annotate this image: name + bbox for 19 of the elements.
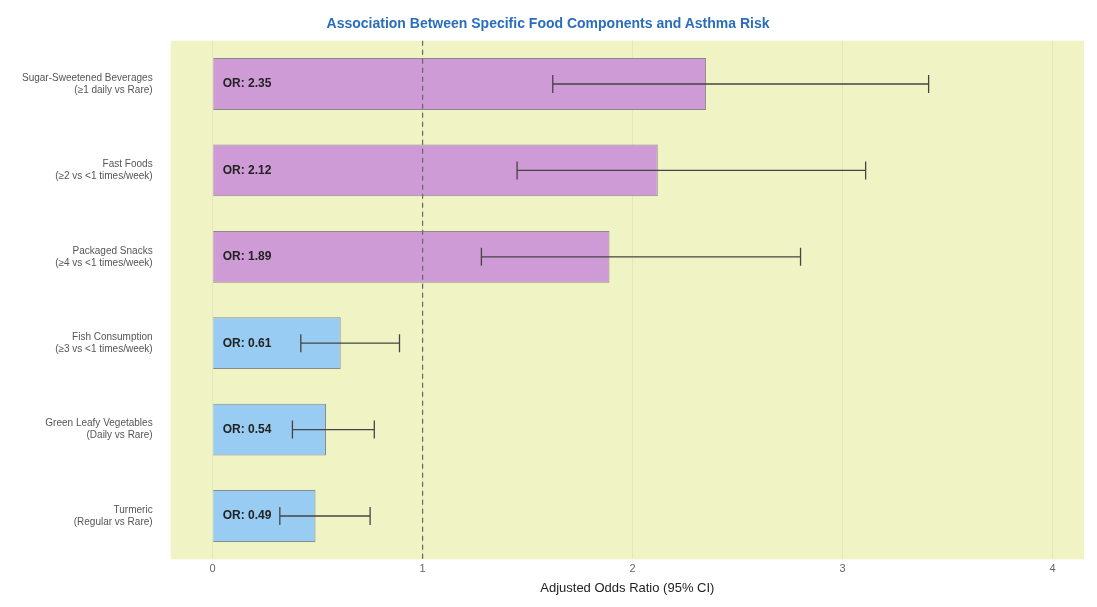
data-label: OR: 0.61 <box>222 335 272 350</box>
x-axis-title: Adjusted Odds Ratio (95% CI) <box>540 579 715 595</box>
x-tick-label: 3 <box>839 561 846 574</box>
y-tick-label: Packaged Snacks (≥4 vs <1 times/week) <box>55 244 153 268</box>
x-tick-label: 1 <box>419 561 426 574</box>
y-tick-label: Turmeric (Regular vs Rare) <box>73 503 153 527</box>
data-label: OR: 2.12 <box>222 162 272 177</box>
x-tick-label: 4 <box>1049 561 1056 574</box>
x-tick-label: 0 <box>209 561 216 574</box>
y-tick-label: Green Leafy Vegetables (Daily vs Rare) <box>45 417 153 441</box>
y-tick-label: Sugar-Sweetened Beverages (≥1 daily vs Rare) <box>22 71 153 95</box>
data-label: OR: 0.49 <box>222 508 272 523</box>
y-tick-label: Fast Foods (≥2 vs <1 times/week) <box>55 158 153 182</box>
chart-title: Association Between Specific Food Components and Asthma Risk <box>326 15 770 32</box>
data-label: OR: 0.54 <box>222 421 272 436</box>
data-label: OR: 2.35 <box>222 76 272 91</box>
y-tick-label: Fish Consumption (≥3 vs <1 times/week) <box>55 330 153 354</box>
x-tick-label: 2 <box>629 561 636 574</box>
data-label: OR: 1.89 <box>222 249 272 264</box>
